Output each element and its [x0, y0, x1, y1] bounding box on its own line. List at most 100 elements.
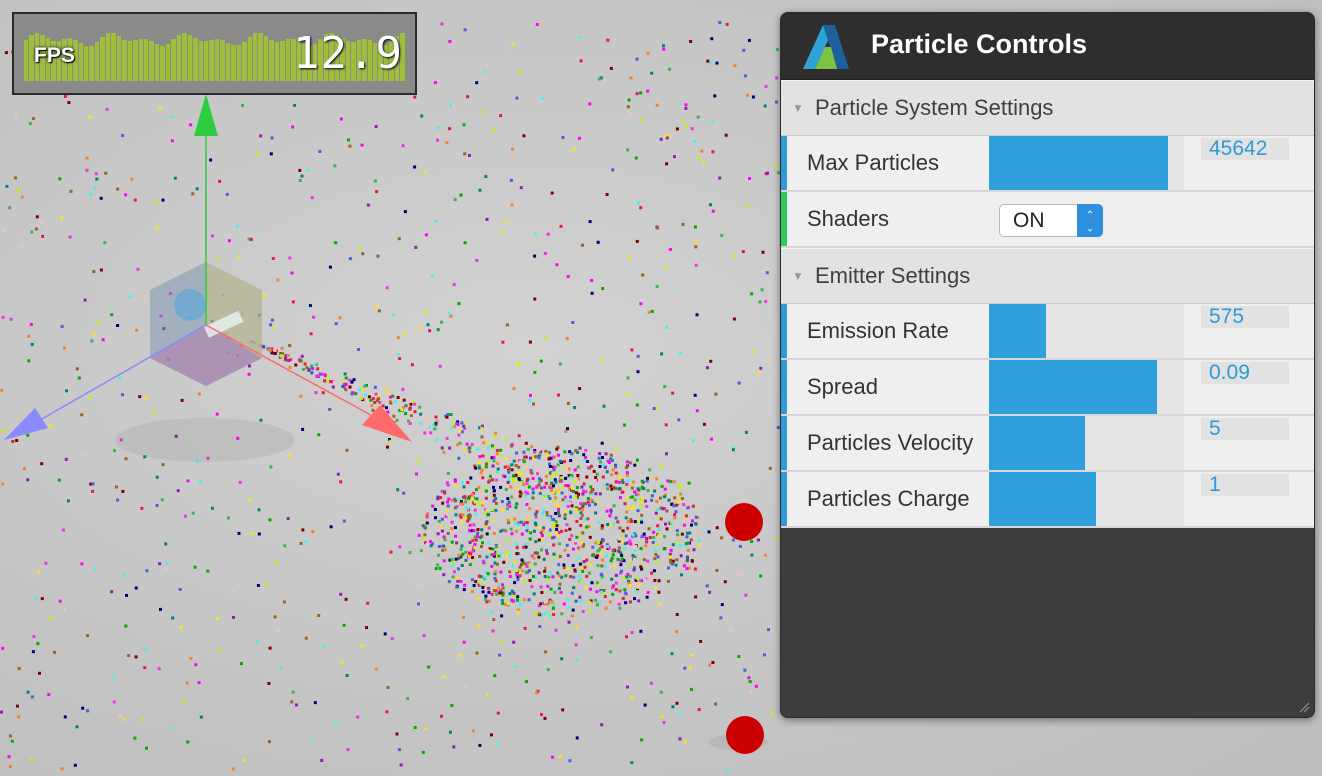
particle: [429, 544, 433, 548]
max-particles-input[interactable]: [1201, 138, 1289, 160]
particle: [691, 504, 695, 508]
particle: [567, 606, 571, 610]
particle: [446, 483, 450, 487]
particle: [58, 599, 62, 603]
particle: [440, 22, 444, 26]
particle: [26, 478, 30, 482]
chevron-down-icon[interactable]: ▼: [792, 101, 804, 115]
particle: [627, 478, 631, 482]
particle: [170, 727, 174, 731]
particle: [625, 460, 629, 464]
particle: [490, 564, 494, 568]
particles-charge-slider[interactable]: [989, 472, 1184, 526]
particle: [596, 499, 600, 503]
particle: [555, 524, 559, 528]
transform-gizmo[interactable]: [4, 94, 412, 462]
particle: [524, 441, 528, 445]
particle: [231, 767, 235, 771]
particle: [600, 590, 603, 594]
particle: [544, 612, 548, 616]
particle: [144, 396, 148, 400]
particle: [454, 483, 458, 487]
y-axis-arrow-icon[interactable]: [194, 94, 218, 136]
particle: [541, 534, 544, 537]
particle: [438, 566, 442, 570]
particle: [450, 540, 454, 544]
particle: [614, 447, 618, 450]
particle: [584, 448, 588, 452]
chevron-down-icon[interactable]: ▼: [792, 269, 804, 283]
particle: [687, 481, 691, 485]
particle: [761, 250, 765, 254]
particle: [557, 393, 560, 397]
emission-rate-slider[interactable]: [989, 304, 1184, 358]
particle: [522, 545, 526, 549]
particle: [624, 516, 628, 520]
particle: [584, 586, 588, 590]
charge-sphere[interactable]: [725, 503, 763, 541]
particle: [602, 404, 606, 408]
particle: [496, 461, 500, 465]
particle: [648, 574, 652, 578]
particle: [503, 465, 507, 469]
particle: [671, 562, 675, 566]
fps-meter[interactable]: FPS 12.9: [12, 12, 417, 95]
particle: [528, 507, 532, 511]
section-particle-system-settings[interactable]: ▼ Particle System Settings: [781, 80, 1314, 136]
particle: [512, 494, 516, 498]
particle: [629, 112, 633, 116]
charge-sphere[interactable]: [726, 716, 764, 754]
particle: [528, 579, 532, 582]
particle: [654, 586, 658, 590]
particle: [705, 366, 709, 370]
particle: [589, 636, 593, 639]
particle: [466, 95, 470, 99]
particle: [777, 171, 781, 175]
particle: [567, 474, 571, 478]
particle: [655, 500, 659, 504]
spread-input[interactable]: [1201, 362, 1289, 384]
particle: [625, 541, 629, 545]
particle: [310, 739, 314, 743]
particle: [316, 367, 320, 371]
particle: [517, 434, 521, 438]
particle: [714, 702, 717, 706]
particles-velocity-input[interactable]: [1201, 418, 1289, 440]
particle: [118, 714, 122, 718]
particle: [247, 237, 251, 241]
particle: [477, 574, 481, 578]
particle: [37, 570, 40, 574]
particle: [358, 388, 362, 392]
panel-header[interactable]: Particle Controls: [781, 13, 1314, 80]
particle: [512, 640, 516, 644]
particle: [157, 667, 161, 671]
particle: [664, 522, 667, 526]
z-axis-arrow-icon[interactable]: [4, 408, 48, 440]
particle: [495, 742, 499, 746]
resize-grip-icon[interactable]: [1298, 701, 1310, 713]
spread-slider[interactable]: [989, 360, 1184, 414]
particle: [525, 564, 529, 568]
section-emitter-settings[interactable]: ▼ Emitter Settings: [781, 248, 1314, 304]
particle: [621, 490, 625, 494]
select-arrows-icon[interactable]: ⌃ ⌃: [1077, 204, 1103, 237]
particle: [548, 528, 552, 532]
particle: [341, 380, 344, 384]
particle: [336, 472, 340, 476]
particles-charge-input[interactable]: [1201, 474, 1289, 496]
particle: [661, 507, 665, 511]
particle: [601, 592, 605, 596]
shaders-select[interactable]: ON ⌃ ⌃: [999, 204, 1103, 237]
max-particles-slider[interactable]: [989, 136, 1184, 190]
particle: [618, 526, 622, 530]
particle: [591, 553, 595, 557]
particles-velocity-slider[interactable]: [989, 416, 1184, 470]
charge-spheres[interactable]: [708, 503, 768, 754]
particle: [392, 313, 395, 317]
particle: [384, 387, 388, 391]
particle: [418, 326, 422, 330]
emission-rate-input[interactable]: [1201, 306, 1289, 328]
x-axis-arrow-icon[interactable]: [362, 405, 412, 442]
particle: [626, 105, 630, 109]
